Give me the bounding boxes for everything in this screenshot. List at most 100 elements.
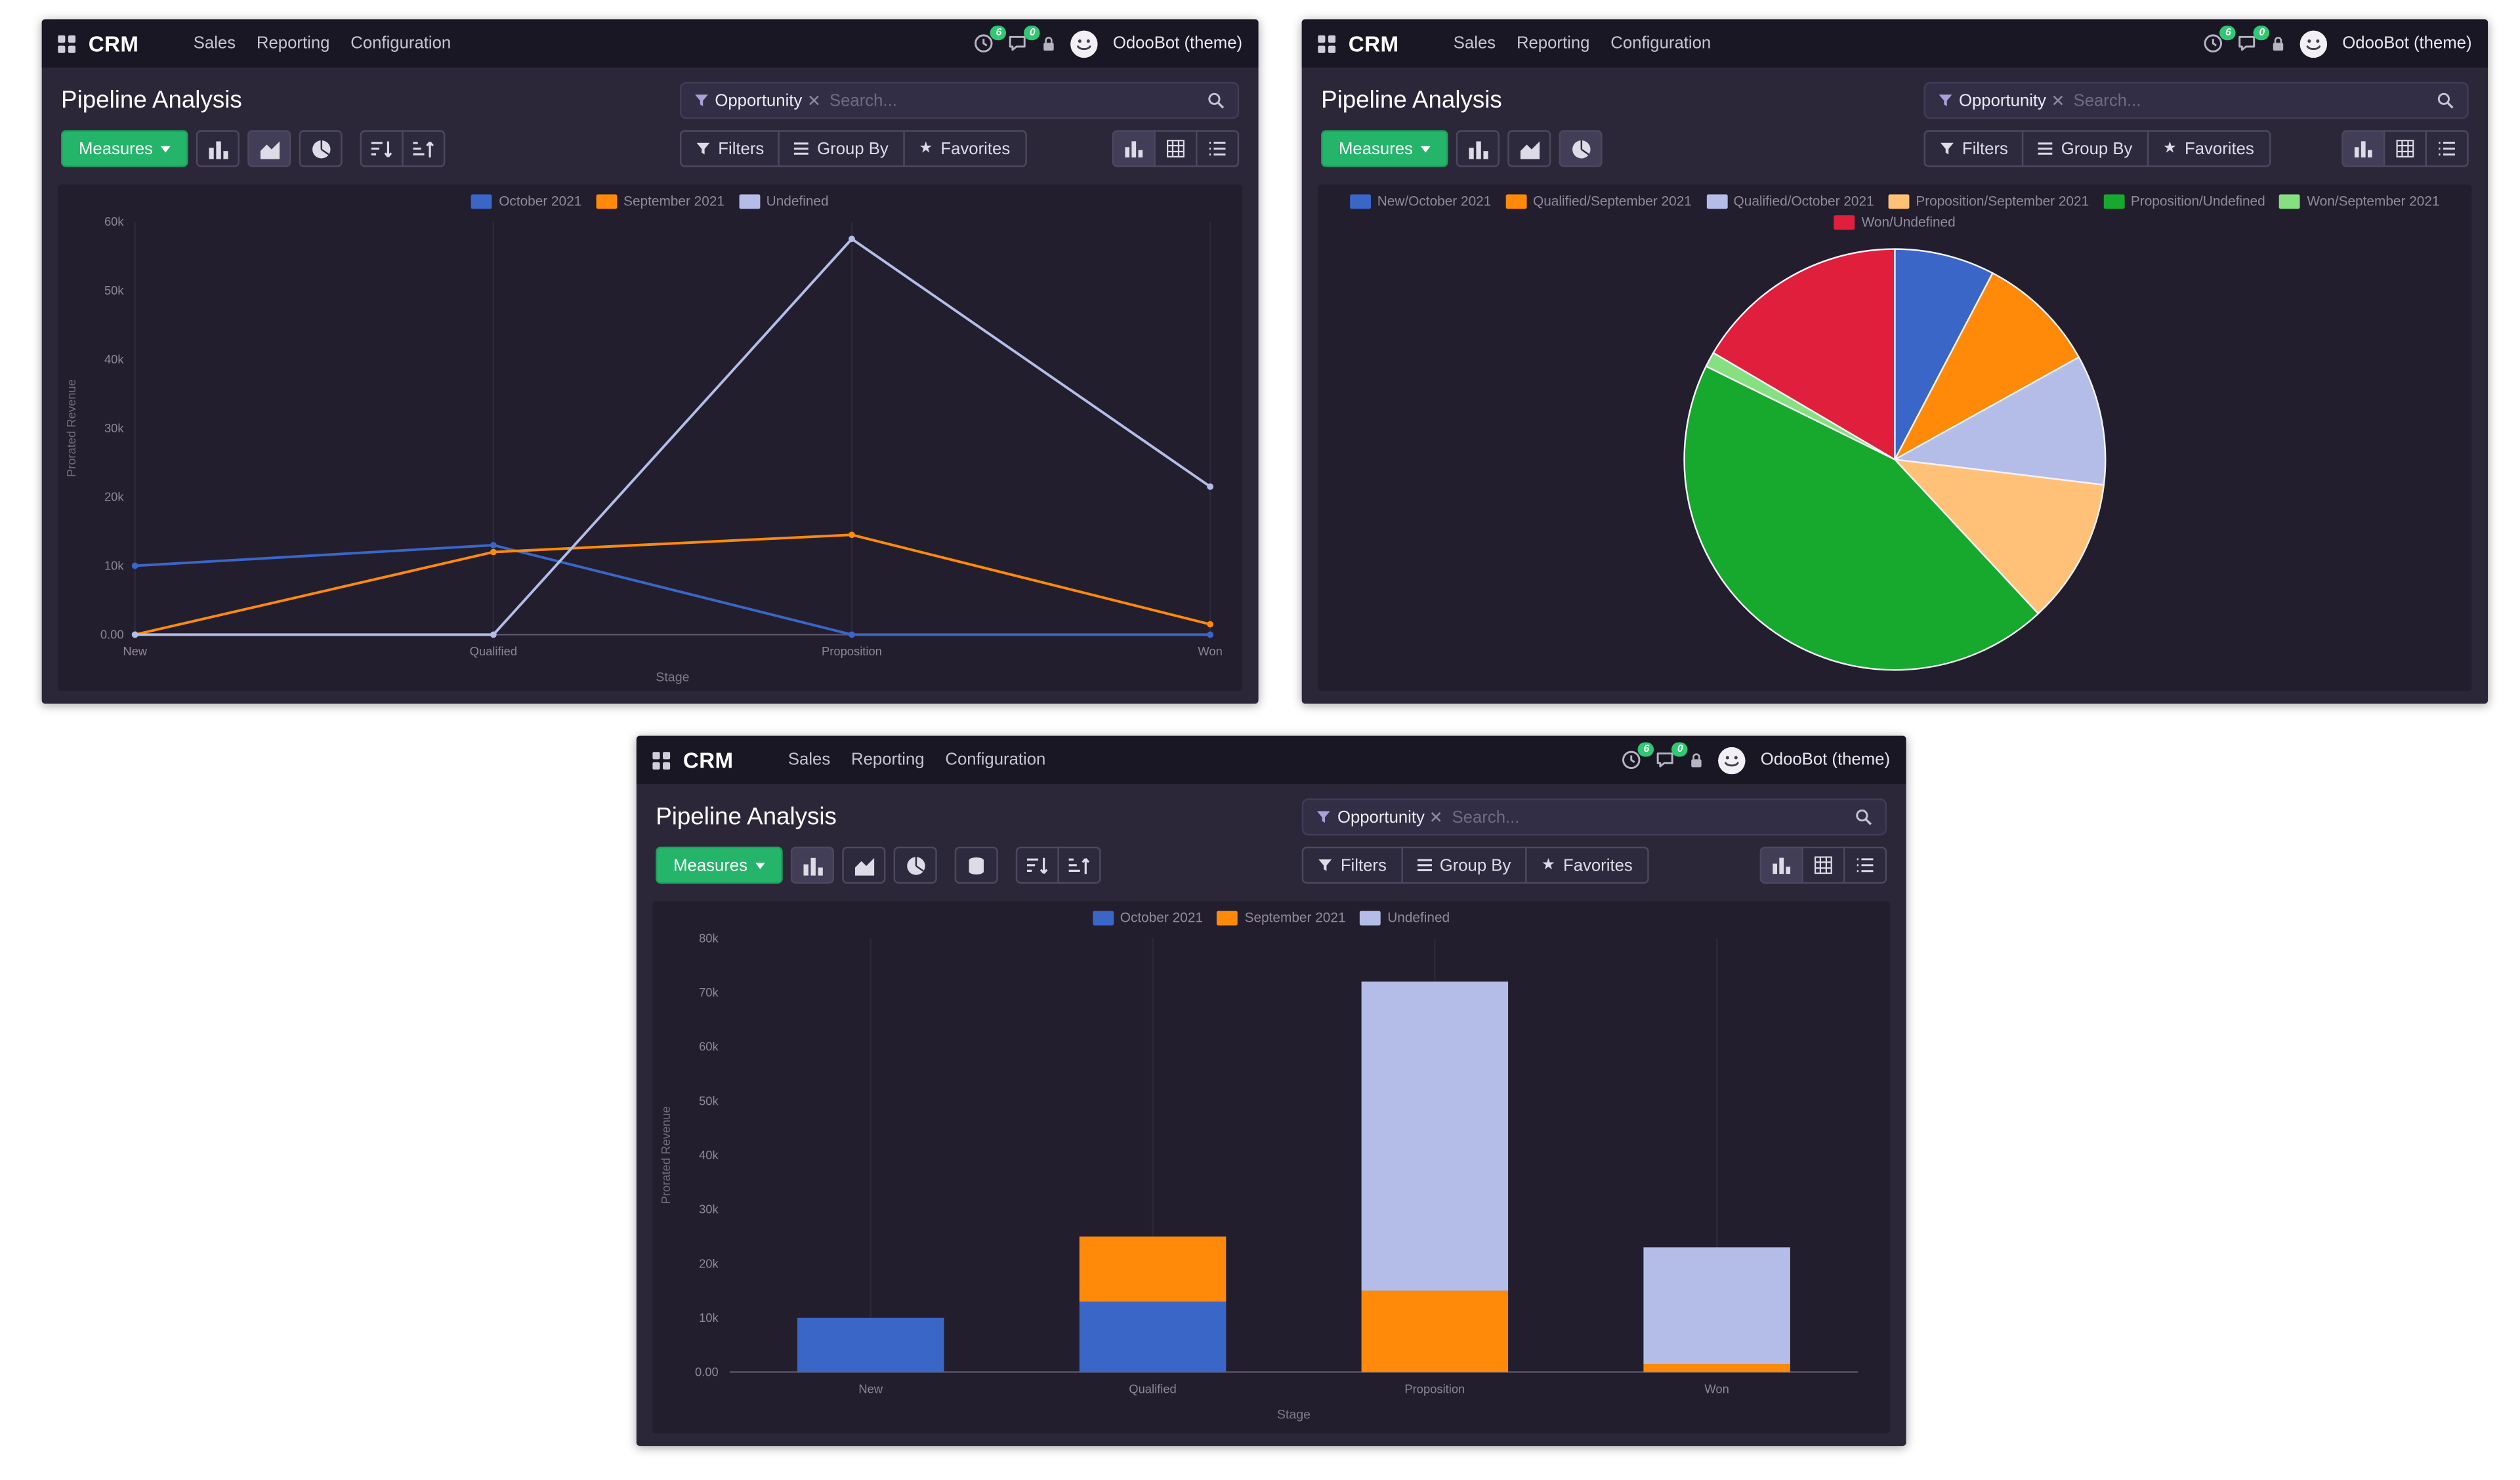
activity-icon[interactable]: 6 [975,26,1007,52]
favorites-button[interactable]: ★ Favorites [1525,846,1649,884]
search-input[interactable]: Search... [2073,91,2141,110]
measures-button[interactable]: Measures [1321,130,1448,167]
filters-button[interactable]: Filters [679,130,780,167]
pivot-view-button[interactable] [1154,130,1198,167]
chart-legend: October 2021 September 2021 Undefined [471,193,829,209]
legend-item[interactable]: Undefined [1360,909,1450,926]
menu-reporting[interactable]: Reporting [851,750,925,770]
app-name[interactable]: CRM [682,748,734,772]
filters-button[interactable]: Filters [1923,130,2025,167]
facet-remove-icon[interactable] [1431,812,1442,823]
messages-icon[interactable]: 0 [1656,742,1689,770]
menu-reporting[interactable]: Reporting [1516,33,1590,53]
group-by-button[interactable]: Group By [1400,846,1527,884]
bar-chart-button[interactable] [1456,130,1500,167]
legend-item[interactable]: New/October 2021 [1350,193,1491,209]
apps-menu-icon[interactable] [652,750,671,769]
pie-chart-button[interactable] [893,846,938,884]
avatar[interactable] [1071,30,1099,57]
graph-view-button[interactable] [1112,130,1156,167]
line-chart-button[interactable] [1507,130,1551,167]
line-chart-button[interactable] [247,130,291,167]
bar-chart-button[interactable] [791,846,835,884]
facet-remove-icon[interactable] [808,94,820,106]
graph-view-button[interactable] [2342,130,2385,167]
pie-chart-button[interactable] [299,130,343,167]
app-name[interactable]: CRM [88,31,139,56]
search-facet[interactable]: Opportunity [1316,808,1442,827]
menu-sales[interactable]: Sales [193,33,236,53]
sort-desc-button[interactable] [1016,846,1060,884]
legend-item[interactable]: September 2021 [596,193,724,209]
search-icon[interactable] [1855,808,1872,826]
sort-asc-button[interactable] [1057,846,1101,884]
user-name[interactable]: OdooBot (theme) [1112,33,1243,53]
avatar[interactable] [2300,30,2328,57]
sort-asc-button[interactable] [402,130,446,167]
group-by-button[interactable]: Group By [778,130,905,167]
graph-view-button[interactable] [1759,846,1803,884]
control-panel: Pipeline Analysis Opportunity Search... … [1302,68,2488,182]
search-icon[interactable] [1207,92,1225,110]
list-view-button[interactable] [1196,130,1240,167]
menu-sales[interactable]: Sales [788,750,831,770]
list-view-button[interactable] [1843,846,1887,884]
pivot-view-button[interactable] [1801,846,1845,884]
legend-item[interactable]: Undefined [739,193,829,209]
search-input[interactable]: Search... [829,91,897,110]
search-input[interactable]: Search... [1452,807,1520,827]
search-bar[interactable]: Opportunity Search... [1923,81,2469,119]
facet-remove-icon[interactable] [2053,94,2064,106]
legend-item[interactable]: Proposition/Undefined [2103,193,2265,209]
search-facet[interactable]: Opportunity [1938,91,2064,110]
user-name[interactable]: OdooBot (theme) [1760,750,1891,770]
legend-swatch [2103,194,2125,209]
menu-configuration[interactable]: Configuration [1610,33,1712,53]
search-facet[interactable]: Opportunity [694,91,820,110]
favorites-button[interactable]: ★ Favorites [2147,130,2271,167]
svg-text:0.00: 0.00 [695,1365,719,1379]
legend-item[interactable]: Won/September 2021 [2279,193,2440,209]
menu-reporting[interactable]: Reporting [256,33,330,53]
apps-menu-icon[interactable] [1318,34,1336,52]
pie-chart-button[interactable] [1559,130,1603,167]
app-name[interactable]: CRM [1348,31,1399,56]
stacked-toggle-button[interactable] [954,846,999,884]
list-view-button[interactable] [2425,130,2469,167]
legend-item[interactable]: Proposition/September 2021 [1888,193,2089,209]
legend-item[interactable]: October 2021 [471,193,581,209]
legend-item[interactable]: Qualified/October 2021 [1706,193,1874,209]
favorites-button[interactable]: ★ Favorites [902,130,1026,167]
filters-button[interactable]: Filters [1302,846,1403,884]
legend-item[interactable]: October 2021 [1093,909,1203,926]
legend-item[interactable]: Won/Undefined [1834,214,1956,230]
menu-sales[interactable]: Sales [1453,33,1496,53]
line-chart-button[interactable] [842,846,886,884]
activity-icon[interactable]: 6 [1622,742,1655,770]
pivot-view-button[interactable] [2383,130,2427,167]
search-icon[interactable] [2437,92,2454,110]
chart-container: New/October 2021 Qualified/September 2021… [1318,184,2472,691]
lock-icon[interactable] [2272,35,2286,52]
group-by-button[interactable]: Group By [2022,130,2149,167]
search-bar[interactable]: Opportunity Search... [679,81,1240,119]
lock-icon[interactable] [1690,751,1704,769]
legend-item[interactable]: September 2021 [1217,909,1346,926]
measures-button[interactable]: Measures [61,130,188,167]
bar-chart-button[interactable] [196,130,240,167]
messages-icon[interactable]: 0 [1009,26,1041,52]
legend-item[interactable]: Qualified/September 2021 [1505,193,1692,209]
menu-configuration[interactable]: Configuration [945,750,1046,770]
search-bar[interactable]: Opportunity Search... [1302,798,1887,836]
avatar[interactable] [1719,746,1746,774]
caret-down-icon [161,145,171,152]
message-count-badge: 0 [1672,742,1689,757]
sort-desc-button[interactable] [360,130,404,167]
lock-icon[interactable] [1042,35,1057,52]
activity-icon[interactable]: 6 [2204,26,2236,52]
menu-configuration[interactable]: Configuration [350,33,452,53]
user-name[interactable]: OdooBot (theme) [2342,33,2472,53]
messages-icon[interactable]: 0 [2238,26,2271,52]
apps-menu-icon[interactable] [58,34,76,52]
measures-button[interactable]: Measures [656,846,783,884]
